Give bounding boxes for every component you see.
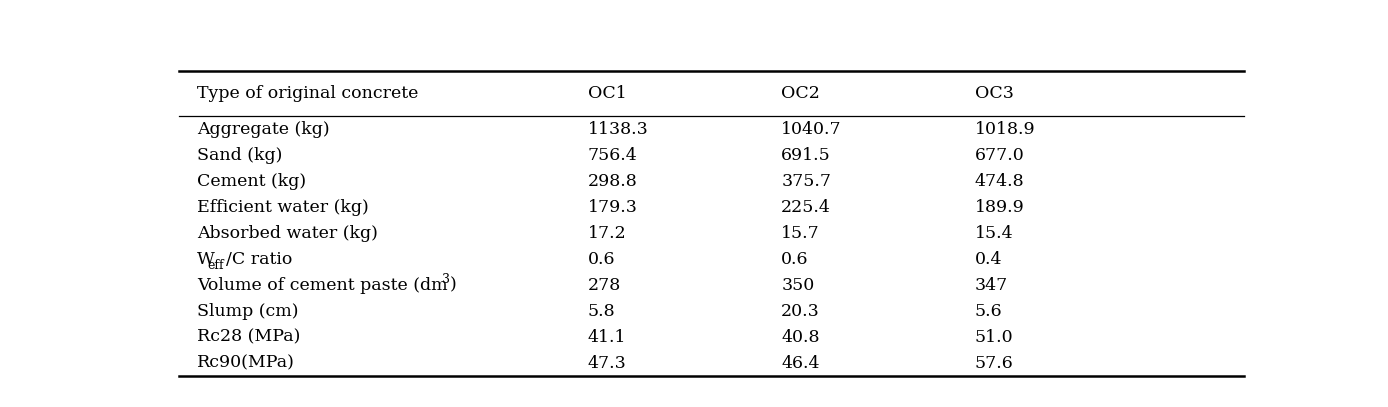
Text: 350: 350 [781,277,815,294]
Text: 691.5: 691.5 [781,147,831,164]
Text: 47.3: 47.3 [587,355,626,372]
Text: Cement (kg): Cement (kg) [197,173,307,190]
Text: 1018.9: 1018.9 [974,121,1035,138]
Text: 17.2: 17.2 [587,225,626,242]
Text: Aggregate (kg): Aggregate (kg) [197,121,330,138]
Text: /C ratio: /C ratio [226,251,291,268]
Text: 0.4: 0.4 [974,251,1002,268]
Text: 278: 278 [587,277,620,294]
Text: 57.6: 57.6 [974,355,1013,372]
Text: 347: 347 [974,277,1008,294]
Text: 51.0: 51.0 [974,329,1013,346]
Text: OC3: OC3 [974,85,1013,102]
Text: Absorbed water (kg): Absorbed water (kg) [197,225,378,242]
Text: OC2: OC2 [781,85,820,102]
Text: 0.6: 0.6 [587,251,615,268]
Text: eff: eff [207,259,223,272]
Text: Rc90(MPa): Rc90(MPa) [197,355,296,372]
Text: Slump (cm): Slump (cm) [197,303,298,320]
Text: Efficient water (kg): Efficient water (kg) [197,199,369,216]
Text: 1138.3: 1138.3 [587,121,648,138]
Text: 41.1: 41.1 [587,329,626,346]
Text: Volume of cement paste (dm: Volume of cement paste (dm [197,277,448,294]
Text: 46.4: 46.4 [781,355,820,372]
Text: Type of original concrete: Type of original concrete [197,85,419,102]
Text: 5.8: 5.8 [587,303,615,320]
Text: 375.7: 375.7 [781,173,831,190]
Text: 40.8: 40.8 [781,329,820,346]
Text: 1040.7: 1040.7 [781,121,843,138]
Text: Sand (kg): Sand (kg) [197,147,283,164]
Text: 298.8: 298.8 [587,173,637,190]
Text: 3: 3 [443,273,451,286]
Text: ): ) [450,277,457,294]
Text: 179.3: 179.3 [587,199,637,216]
Text: 15.4: 15.4 [974,225,1013,242]
Text: 0.6: 0.6 [781,251,809,268]
Text: 756.4: 756.4 [587,147,637,164]
Text: 225.4: 225.4 [781,199,831,216]
Text: 20.3: 20.3 [781,303,820,320]
Text: 189.9: 189.9 [974,199,1024,216]
Text: 15.7: 15.7 [781,225,820,242]
Text: Rc28 (MPa): Rc28 (MPa) [197,329,301,346]
Text: 5.6: 5.6 [974,303,1002,320]
Text: OC1: OC1 [587,85,626,102]
Text: 474.8: 474.8 [974,173,1024,190]
Text: W: W [197,251,215,268]
Text: 677.0: 677.0 [974,147,1024,164]
